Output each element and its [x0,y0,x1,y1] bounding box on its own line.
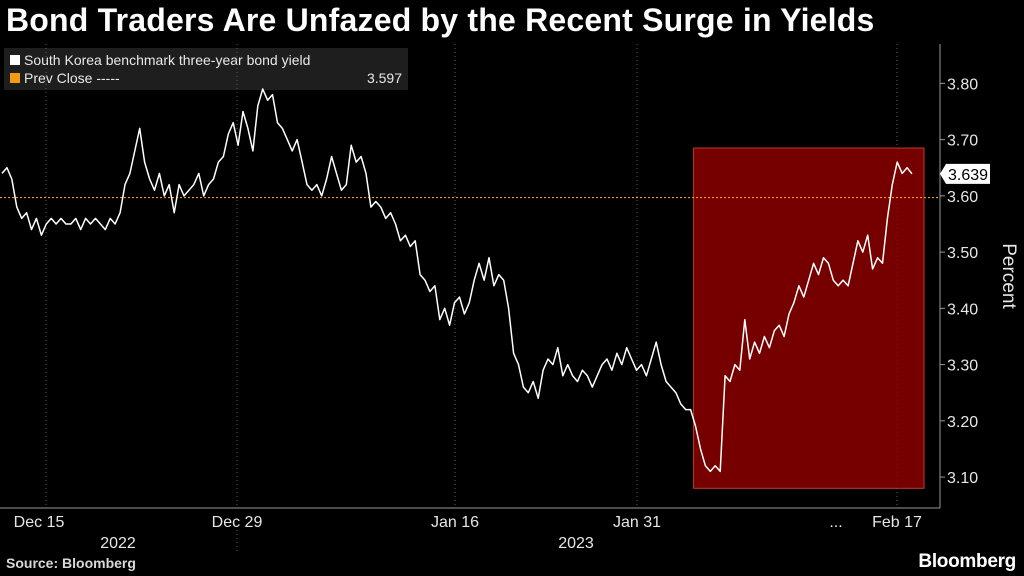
x-tick-label-0: Dec 15 [14,514,65,531]
legend-swatch-prev-close [10,73,20,83]
legend: South Korea benchmark three-year bond yi… [4,48,408,90]
legend-item-prev-close: Prev Close ----- 3.597 [10,69,402,87]
y-tick-label-4: 3.40 [947,301,978,318]
y-tick-label-0: 3.80 [947,76,978,93]
y-tick-label-6: 3.20 [947,414,978,431]
last-value-label: 3.639 [948,167,988,184]
x-tick-label-2: Jan 16 [431,514,479,531]
y-tick-label-3: 3.50 [947,245,978,262]
highlight-region [693,147,925,489]
year-label-1: 2023 [558,535,594,552]
x-tick-label-4: ... [829,514,842,531]
legend-label-prev-close: Prev Close ----- [24,70,120,86]
legend-label-yield: South Korea benchmark three-year bond yi… [24,52,311,68]
x-tick-label-1: Dec 29 [212,514,263,531]
x-tick-label-3: Jan 31 [613,514,661,531]
y-tick-label-7: 3.10 [947,470,978,487]
y-axis-title: Percent [998,243,1019,309]
year-label-0: 2022 [100,535,136,552]
y-tick-label-5: 3.30 [947,358,978,375]
series-line-yield [1,88,913,473]
legend-swatch-yield [10,55,20,65]
chart-title: Bond Traders Are Unfazed by the Recent S… [6,2,875,38]
y-tick-label-1: 3.70 [947,133,978,150]
last-value-tag [940,163,990,184]
source-note: Source: Bloomberg [6,555,136,571]
y-tick-label-2: 3.60 [947,189,978,206]
x-tick-label-5: Feb 17 [872,514,922,531]
bloomberg-logo: Bloomberg [918,551,1016,572]
legend-item-yield: South Korea benchmark three-year bond yi… [10,51,310,69]
legend-value-prev-close: 3.597 [366,70,402,86]
